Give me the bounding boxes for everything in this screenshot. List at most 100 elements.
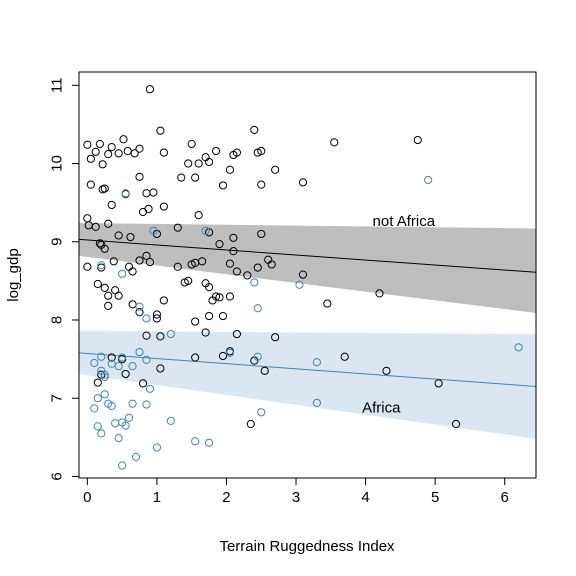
x-axis-label: Terrain Ruggedness Index	[219, 538, 395, 555]
point-africa	[514, 343, 523, 352]
point-not-africa	[257, 180, 266, 189]
point-africa	[142, 355, 151, 364]
point-not-africa	[323, 299, 332, 308]
point-africa	[97, 429, 106, 438]
annotation-not-africa: not Africa	[373, 213, 436, 230]
point-not-africa	[123, 146, 132, 156]
point-not-africa	[86, 180, 95, 189]
point-not-africa	[121, 369, 130, 379]
point-not-africa	[191, 173, 200, 182]
point-not-africa	[135, 172, 144, 181]
point-not-africa	[257, 146, 266, 156]
band-not-africa	[79, 222, 536, 313]
point-not-africa	[451, 419, 461, 429]
point-africa	[97, 261, 106, 270]
point-africa	[107, 401, 116, 411]
point-africa	[201, 226, 210, 235]
point-not-africa	[126, 232, 135, 242]
point-africa	[97, 366, 106, 375]
regression-lines	[78, 238, 537, 387]
point-not-africa	[215, 240, 224, 249]
point-not-africa	[159, 202, 168, 211]
point-not-africa	[204, 157, 214, 167]
point-not-africa	[104, 291, 113, 300]
point-not-africa	[135, 308, 144, 317]
point-africa	[114, 362, 123, 371]
point-not-africa	[194, 211, 203, 220]
point-not-africa	[142, 331, 151, 340]
y-axis-label: log_gdp	[5, 248, 22, 301]
point-not-africa	[152, 310, 162, 319]
y-axis: 6 7 8 9 10 11	[49, 78, 80, 481]
point-not-africa	[114, 231, 123, 240]
point-not-africa	[215, 293, 224, 302]
point-africa	[97, 352, 106, 361]
point-not-africa	[232, 148, 241, 157]
point-not-africa	[91, 147, 100, 156]
x-tick-label: 2	[222, 489, 230, 506]
point-not-africa	[98, 160, 107, 169]
point-africa	[128, 399, 137, 408]
x-tick-label: 6	[501, 489, 509, 506]
point-africa	[166, 416, 175, 425]
point-not-africa	[267, 260, 276, 269]
point-not-africa	[159, 296, 168, 305]
point-africa	[121, 189, 130, 198]
point-africa	[93, 394, 102, 403]
point-africa	[204, 438, 214, 447]
fit-line-africa	[78, 352, 537, 387]
point-not-africa	[109, 257, 118, 266]
point-not-africa	[114, 149, 123, 158]
point-not-africa	[340, 352, 349, 361]
point-not-africa	[257, 229, 266, 239]
point-not-africa	[218, 311, 228, 321]
point-not-africa	[204, 311, 214, 321]
point-africa	[100, 390, 109, 399]
point-not-africa	[152, 314, 162, 323]
point-africa	[312, 398, 321, 408]
point-not-africa	[225, 259, 235, 268]
point-not-africa	[184, 276, 193, 285]
point-not-africa	[232, 329, 241, 339]
point-africa	[253, 304, 262, 313]
point-not-africa	[95, 239, 104, 248]
point-africa	[135, 347, 144, 357]
point-not-africa	[201, 328, 210, 337]
point-africa	[145, 384, 155, 393]
point-not-africa	[104, 219, 113, 228]
point-africa	[124, 413, 134, 422]
point-africa	[424, 175, 433, 185]
point-not-africa	[107, 353, 116, 362]
point-not-africa	[138, 379, 148, 388]
point-not-africa	[83, 214, 92, 223]
point-not-africa	[225, 292, 235, 301]
point-not-africa	[204, 283, 214, 292]
point-africa	[295, 280, 304, 289]
point-not-africa	[83, 262, 92, 271]
point-not-africa	[142, 189, 151, 198]
point-not-africa	[232, 267, 241, 276]
point-africa	[118, 269, 127, 278]
point-not-africa	[243, 271, 252, 280]
point-not-africa	[201, 153, 210, 162]
point-africa	[142, 400, 151, 409]
y-tick-label: 6	[49, 472, 66, 480]
point-not-africa	[100, 283, 109, 293]
point-africa	[142, 314, 151, 323]
y-tick-label: 10	[49, 155, 66, 172]
point-not-africa	[104, 301, 113, 310]
point-not-africa	[198, 257, 207, 266]
point-not-africa	[107, 142, 116, 152]
point-africa	[253, 352, 262, 361]
x-tick-label: 5	[431, 489, 439, 506]
point-africa	[131, 452, 141, 461]
point-africa	[152, 443, 162, 452]
x-axis: 0 1 2 3 4 5 6	[83, 477, 509, 506]
point-not-africa	[298, 178, 308, 187]
point-africa	[118, 353, 127, 362]
point-not-africa	[149, 188, 158, 197]
point-africa	[100, 372, 109, 382]
point-not-africa	[130, 149, 139, 158]
point-not-africa	[260, 366, 269, 375]
